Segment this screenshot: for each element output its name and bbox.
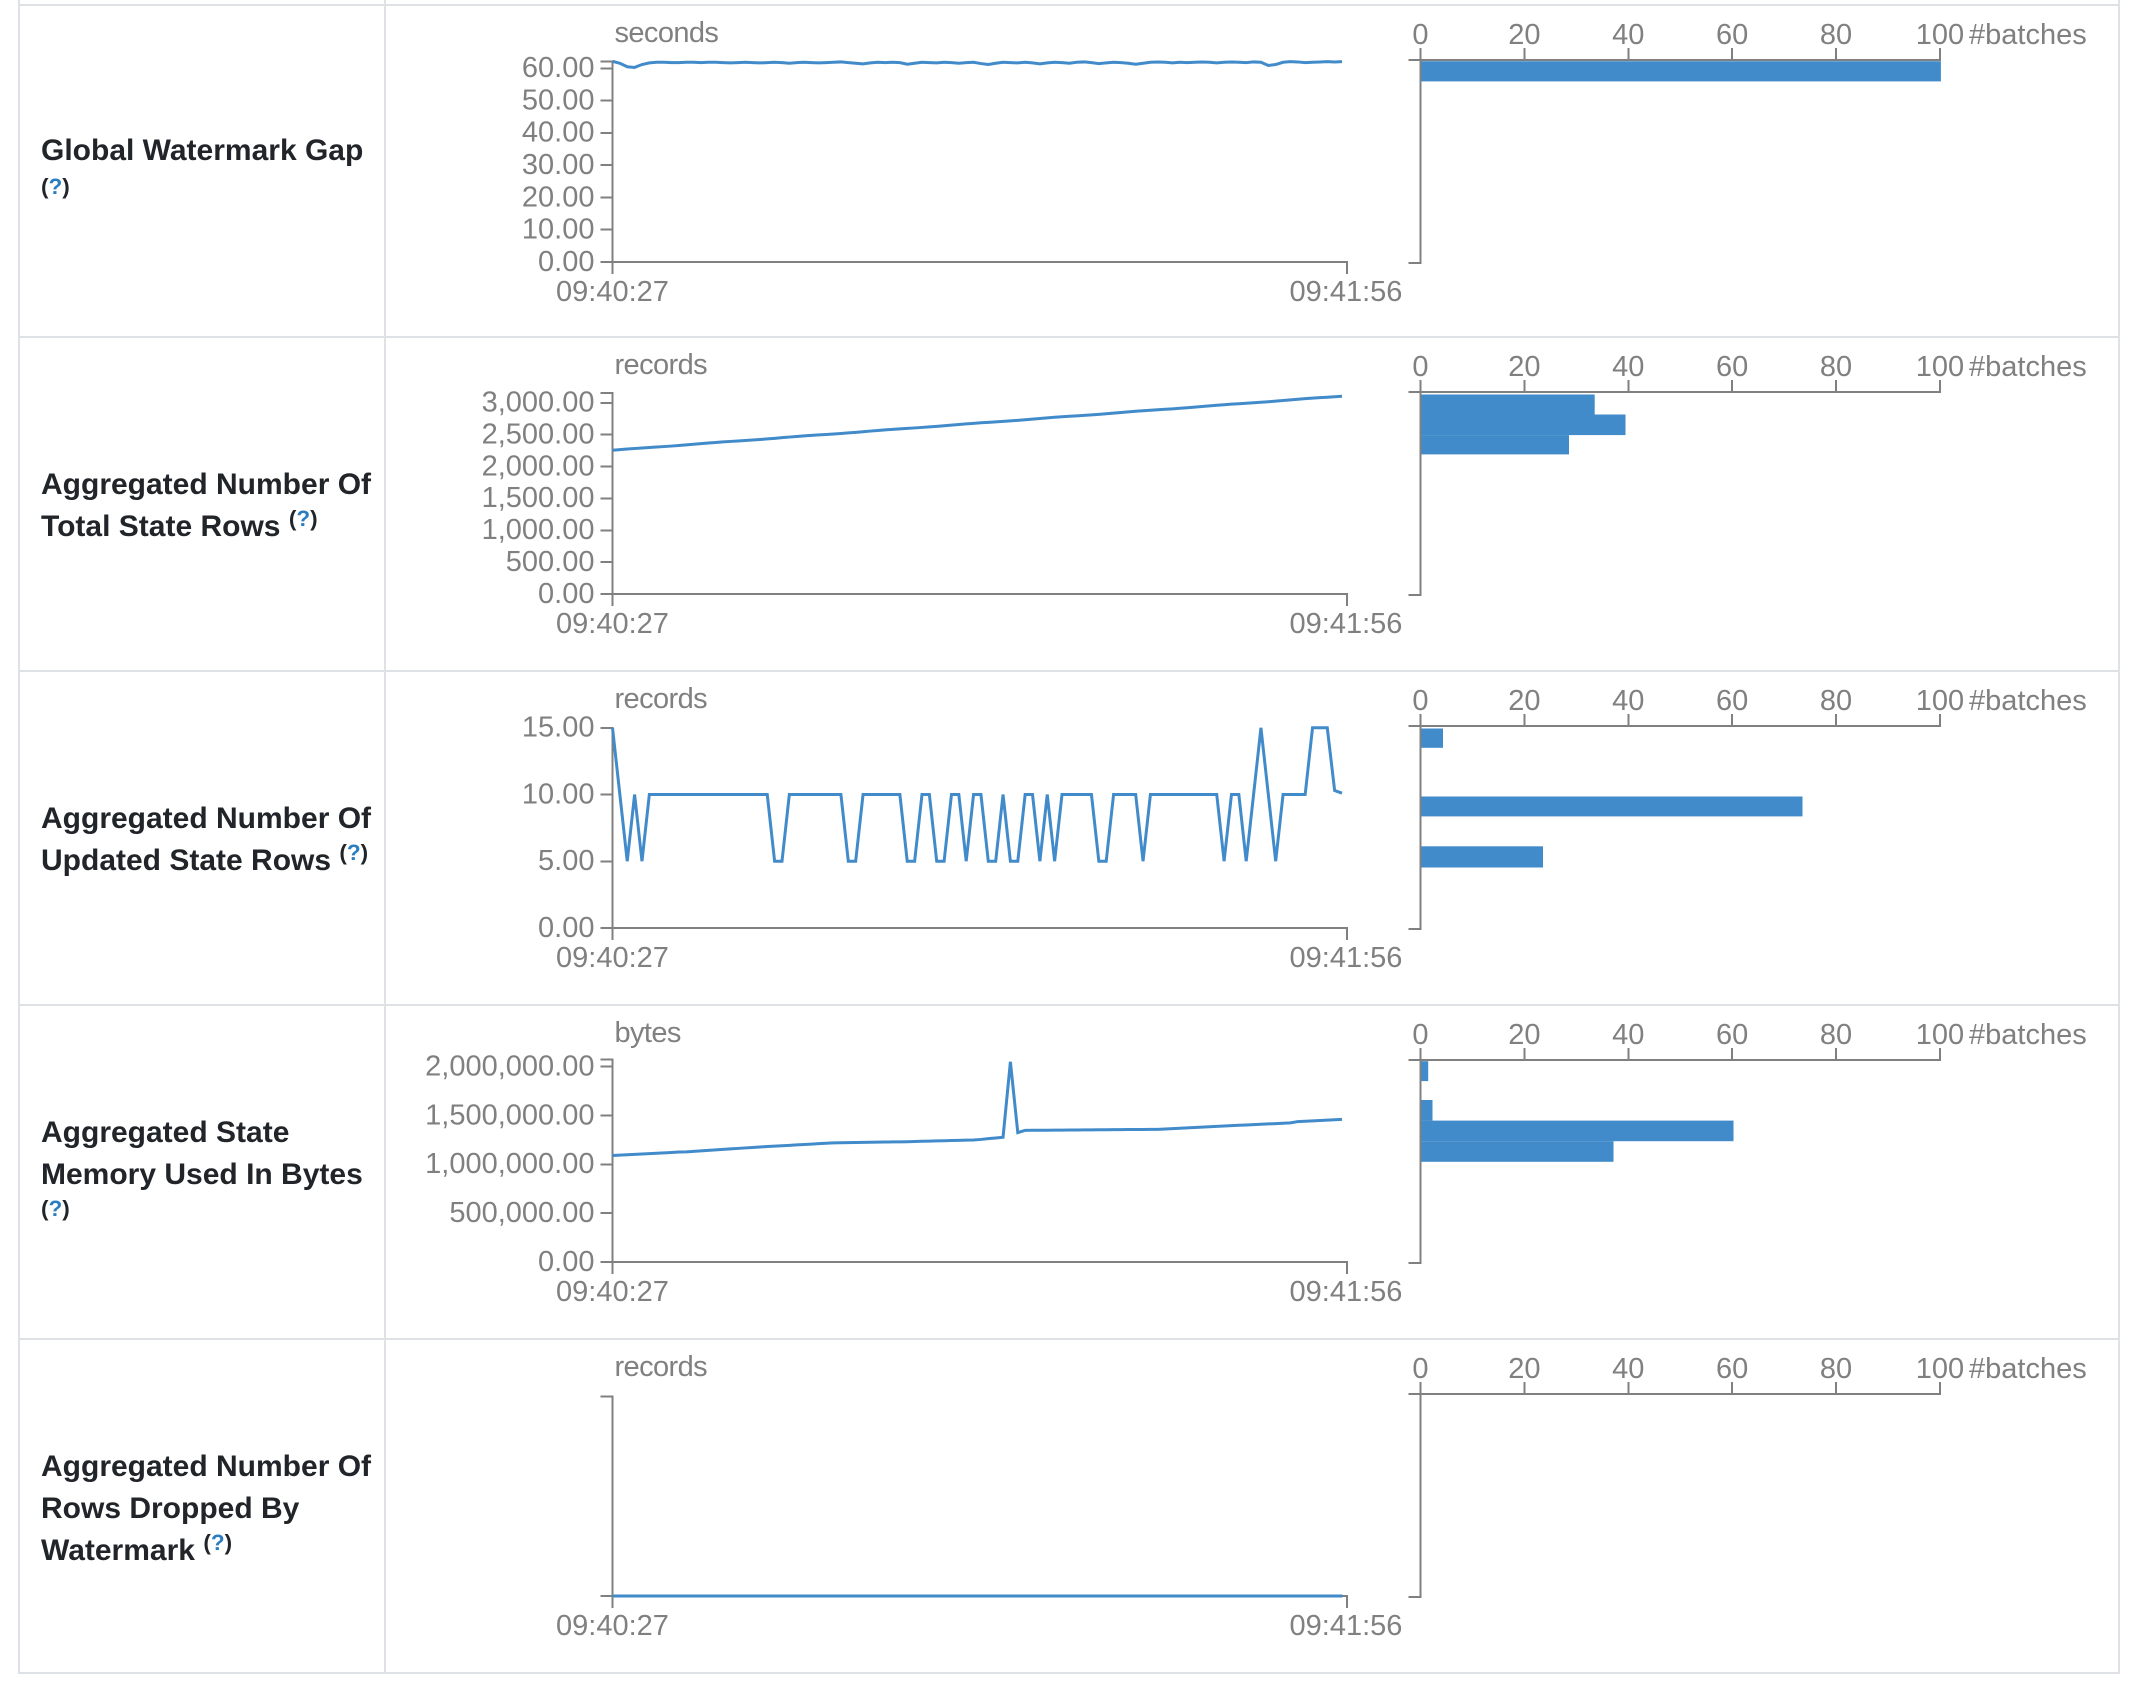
svg-text:30.00: 30.00	[521, 148, 594, 180]
svg-text:records: records	[614, 684, 707, 716]
svg-text:2,000,000.00: 2,000,000.00	[424, 1051, 593, 1083]
svg-text:60: 60	[1715, 351, 1747, 383]
svg-text:2,500.00: 2,500.00	[481, 419, 594, 451]
svg-text:20.00: 20.00	[521, 180, 594, 212]
svg-text:09:40:27: 09:40:27	[555, 1610, 668, 1642]
svg-text:100: 100	[1915, 18, 1963, 50]
svg-text:#batches: #batches	[1968, 685, 2086, 717]
svg-text:20: 20	[1507, 351, 1539, 383]
svg-text:1,500.00: 1,500.00	[481, 483, 594, 515]
svg-text:3,000.00: 3,000.00	[481, 387, 594, 419]
svg-text:09:40:27: 09:40:27	[555, 275, 668, 307]
svg-text:0.00: 0.00	[537, 1246, 593, 1278]
svg-text:seconds: seconds	[614, 16, 718, 48]
svg-text:records: records	[614, 350, 707, 382]
svg-text:100: 100	[1915, 1353, 1963, 1385]
svg-text:1,000.00: 1,000.00	[481, 515, 594, 547]
svg-text:09:40:27: 09:40:27	[555, 609, 668, 641]
svg-text:100: 100	[1915, 685, 1963, 717]
svg-text:09:41:56: 09:41:56	[1289, 1610, 1402, 1642]
svg-text:1,000,000.00: 1,000,000.00	[424, 1148, 593, 1180]
svg-text:60.00: 60.00	[521, 51, 594, 83]
svg-text:500,000.00: 500,000.00	[448, 1197, 593, 1229]
svg-text:records: records	[614, 1351, 707, 1383]
svg-text:5.00: 5.00	[537, 846, 593, 878]
svg-text:100: 100	[1915, 1019, 1963, 1051]
svg-text:09:40:27: 09:40:27	[555, 1276, 668, 1308]
svg-text:80: 80	[1819, 685, 1851, 717]
svg-text:40: 40	[1611, 1019, 1643, 1051]
svg-text:09:41:56: 09:41:56	[1289, 275, 1402, 307]
svg-text:50.00: 50.00	[521, 83, 594, 115]
svg-text:09:41:56: 09:41:56	[1289, 1276, 1402, 1308]
svg-text:15.00: 15.00	[521, 712, 594, 744]
svg-text:40: 40	[1611, 685, 1643, 717]
svg-text:80: 80	[1819, 1353, 1851, 1385]
svg-text:20: 20	[1507, 1019, 1539, 1051]
svg-text:40.00: 40.00	[521, 116, 594, 148]
svg-text:60: 60	[1715, 18, 1747, 50]
svg-text:40: 40	[1611, 351, 1643, 383]
svg-text:0.00: 0.00	[537, 245, 593, 277]
svg-text:bytes: bytes	[614, 1017, 680, 1049]
svg-text:40: 40	[1611, 1353, 1643, 1385]
svg-text:0.00: 0.00	[537, 578, 593, 610]
svg-text:#batches: #batches	[1968, 1353, 2086, 1385]
svg-text:09:40:27: 09:40:27	[555, 943, 668, 975]
svg-text:#batches: #batches	[1968, 18, 2086, 50]
svg-text:20: 20	[1507, 685, 1539, 717]
svg-text:20: 20	[1507, 1353, 1539, 1385]
svg-text:100: 100	[1915, 351, 1963, 383]
svg-text:0: 0	[1411, 1353, 1427, 1385]
svg-text:1,500,000.00: 1,500,000.00	[424, 1099, 593, 1131]
svg-text:80: 80	[1819, 18, 1851, 50]
svg-text:60: 60	[1715, 1353, 1747, 1385]
svg-text:09:41:56: 09:41:56	[1289, 609, 1402, 641]
svg-text:40: 40	[1611, 18, 1643, 50]
svg-text:60: 60	[1715, 685, 1747, 717]
svg-text:09:41:56: 09:41:56	[1289, 943, 1402, 975]
svg-text:60: 60	[1715, 1019, 1747, 1051]
svg-text:80: 80	[1819, 1019, 1851, 1051]
svg-text:0: 0	[1411, 351, 1427, 383]
svg-text:10.00: 10.00	[521, 213, 594, 245]
svg-text:0: 0	[1411, 685, 1427, 717]
svg-text:#batches: #batches	[1968, 1019, 2086, 1051]
svg-text:80: 80	[1819, 351, 1851, 383]
svg-text:0: 0	[1411, 18, 1427, 50]
svg-text:#batches: #batches	[1968, 351, 2086, 383]
svg-text:0.00: 0.00	[537, 912, 593, 944]
svg-text:0: 0	[1411, 1019, 1427, 1051]
svg-text:500.00: 500.00	[505, 546, 594, 578]
svg-text:2,000.00: 2,000.00	[481, 451, 594, 483]
svg-text:10.00: 10.00	[521, 779, 594, 811]
svg-text:20: 20	[1507, 18, 1539, 50]
